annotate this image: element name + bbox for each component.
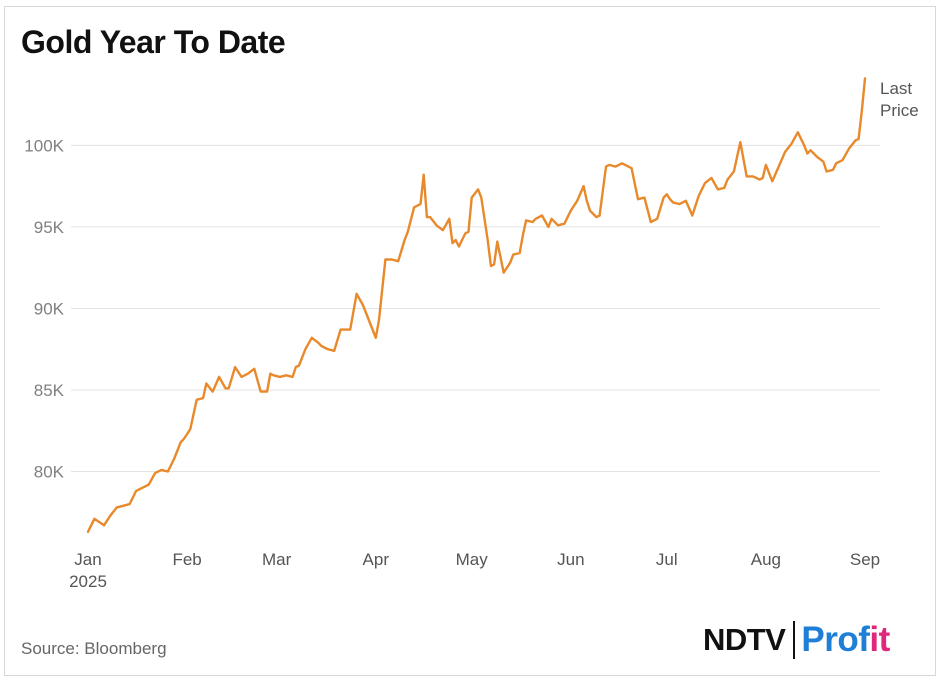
gold-price-line <box>86 77 867 533</box>
y-axis-ticks: 80K 85K 90K 95K 100K <box>24 136 64 481</box>
logo-ndtv-text: NDTV <box>703 622 786 657</box>
y-tick-label: 90K <box>34 299 65 318</box>
y-tick-label: 95K <box>34 218 65 237</box>
x-tick-label: Sep <box>850 550 880 569</box>
chart-title: Gold Year To Date <box>21 24 286 60</box>
series-layer <box>86 77 867 533</box>
x-tick-label: Apr <box>363 550 390 569</box>
logo-divider <box>793 621 796 659</box>
logo-profit-text: Profit <box>801 620 890 659</box>
x-tick-label: Jun <box>557 550 584 569</box>
x-tick-label: Feb <box>172 550 201 569</box>
y-tick-label: 80K <box>34 463 65 482</box>
last-price-label-line1: Last <box>880 79 912 98</box>
ndtv-profit-logo: NDTV Profit <box>703 618 890 662</box>
y-tick-label: 100K <box>24 136 64 155</box>
x-tick-label: May <box>456 550 489 569</box>
x-axis-ticks: Jan 2025 Feb Mar Apr May Jun Jul Aug Sep <box>69 550 880 591</box>
x-tick-label: Mar <box>262 550 292 569</box>
x-tick-year-label: 2025 <box>69 572 107 591</box>
y-tick-label: 85K <box>34 381 65 400</box>
last-price-label-line2: Price <box>880 101 919 120</box>
x-tick-label: Jul <box>656 550 678 569</box>
chart-frame <box>4 6 936 676</box>
x-tick-label: Jan <box>74 550 101 569</box>
source-note: Source: Bloomberg <box>21 639 167 658</box>
x-tick-label: Aug <box>751 550 781 569</box>
